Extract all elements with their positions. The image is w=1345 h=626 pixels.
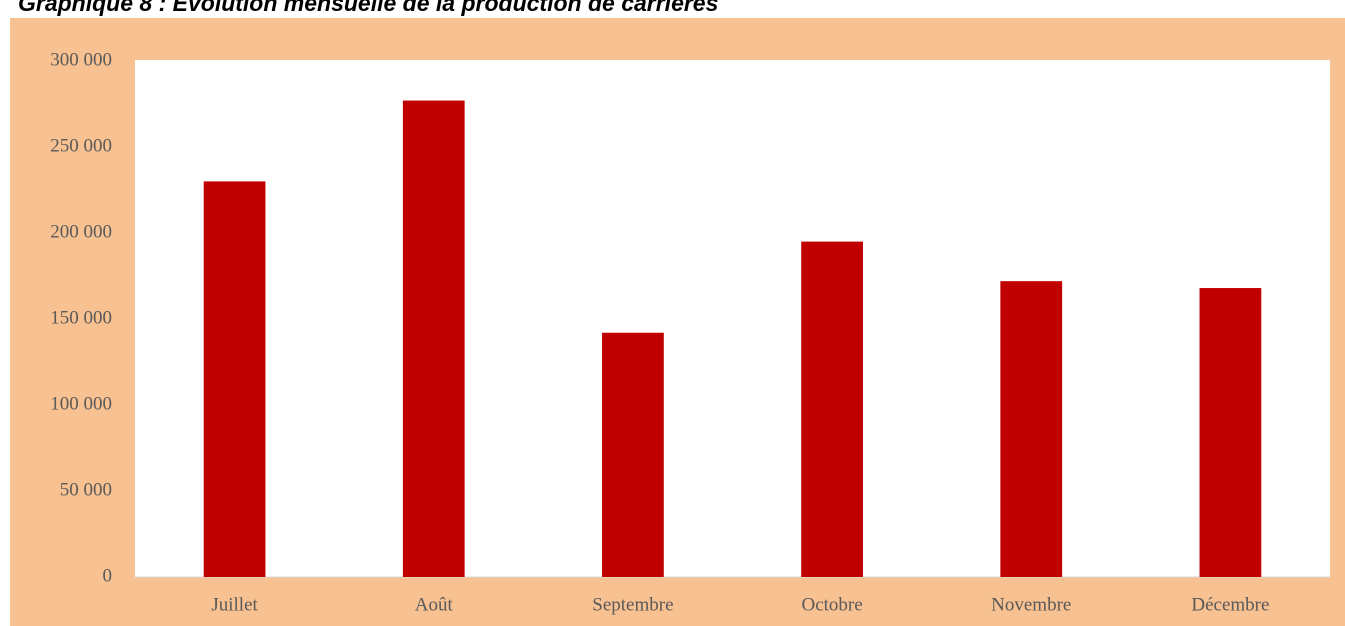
y-tick-label: 300 000 bbox=[50, 49, 112, 70]
bar bbox=[801, 241, 863, 577]
bar bbox=[402, 100, 465, 577]
bar bbox=[203, 181, 266, 577]
y-tick-label: 150 000 bbox=[50, 307, 112, 328]
bar bbox=[602, 332, 664, 577]
y-tick-label: 0 bbox=[103, 565, 113, 586]
y-tick-label: 50 000 bbox=[60, 479, 112, 500]
x-tick-label: Novembre bbox=[991, 594, 1071, 615]
x-tick-label: Octobre bbox=[801, 594, 862, 615]
bar bbox=[1000, 281, 1063, 577]
x-tick-label: Septembre bbox=[592, 594, 673, 615]
y-tick-label: 200 000 bbox=[50, 221, 112, 242]
y-tick-label: 100 000 bbox=[50, 393, 112, 414]
x-tick-label: Juillet bbox=[211, 594, 258, 615]
x-tick-label: Août bbox=[415, 594, 454, 615]
plot-area bbox=[135, 60, 1330, 577]
chart-title: Graphique 8 : Evolution mensuelle de la … bbox=[18, 0, 718, 16]
x-tick-label: Décembre bbox=[1191, 594, 1269, 615]
bar bbox=[1199, 288, 1262, 577]
y-tick-label: 250 000 bbox=[50, 135, 112, 156]
